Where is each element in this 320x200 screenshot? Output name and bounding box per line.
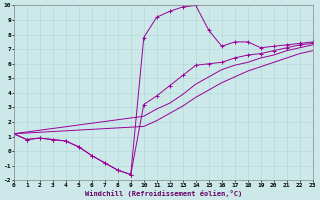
X-axis label: Windchill (Refroidissement éolien,°C): Windchill (Refroidissement éolien,°C) [84, 190, 242, 197]
